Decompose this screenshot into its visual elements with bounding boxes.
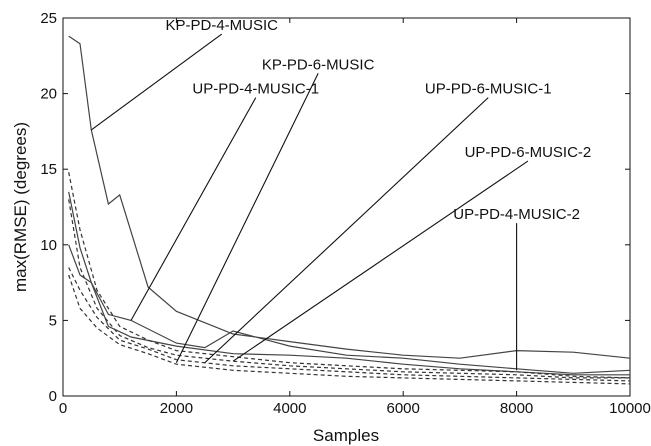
y-tick-label: 25 <box>40 10 57 27</box>
y-tick-label: 20 <box>40 86 57 103</box>
series-line-7 <box>68 274 631 385</box>
annotation-pointer <box>175 73 319 363</box>
ticks: 0 2000 4000 6000 8000 10000 0 5 10 15 20 25 <box>40 10 651 417</box>
annotation-pointer <box>204 97 489 364</box>
annotation-label: UP-PD-4-MUSIC-1 <box>192 81 319 98</box>
series-line-6 <box>68 267 631 382</box>
series-line-5 <box>68 199 630 379</box>
annotation-label: KP-PD-4-MUSIC <box>166 17 279 34</box>
plot-frame <box>62 17 631 397</box>
series-line-1 <box>68 35 631 359</box>
x-tick-label: 6000 <box>387 400 420 417</box>
x-tick-label: 10000 <box>609 400 651 417</box>
annotation-pointer <box>130 97 257 321</box>
y-tick-label: 10 <box>40 237 57 254</box>
annotations: KP-PD-4-MUSIC UP-PD-4-MUSIC-1 KP-PD-6-MUSI… <box>91 17 592 371</box>
annotation-label: UP-PD-4-MUSIC-2 <box>453 206 580 223</box>
x-tick-label: 8000 <box>500 400 533 417</box>
annotation-pointer <box>91 33 223 131</box>
y-tick-label: 0 <box>49 388 57 405</box>
y-tick-label: 5 <box>49 312 57 329</box>
series-line-2 <box>68 191 631 374</box>
curves <box>68 35 631 385</box>
x-tick-label: 2000 <box>160 400 193 417</box>
x-axis-label: Samples <box>313 426 379 445</box>
x-tick-label: 0 <box>59 400 67 417</box>
y-axis-label: max(RMSE) (degrees) <box>11 122 30 292</box>
annotation-label: KP-PD-6-MUSIC <box>262 56 375 73</box>
annotation-pointer <box>232 160 529 362</box>
annotation-label: UP-PD-6-MUSIC-1 <box>425 81 552 98</box>
annotation-label: UP-PD-6-MUSIC-2 <box>465 144 592 161</box>
y-tick-label: 15 <box>40 161 57 178</box>
series-line-3 <box>68 244 630 376</box>
series-line-4 <box>68 172 631 379</box>
x-tick-label: 4000 <box>273 400 306 417</box>
